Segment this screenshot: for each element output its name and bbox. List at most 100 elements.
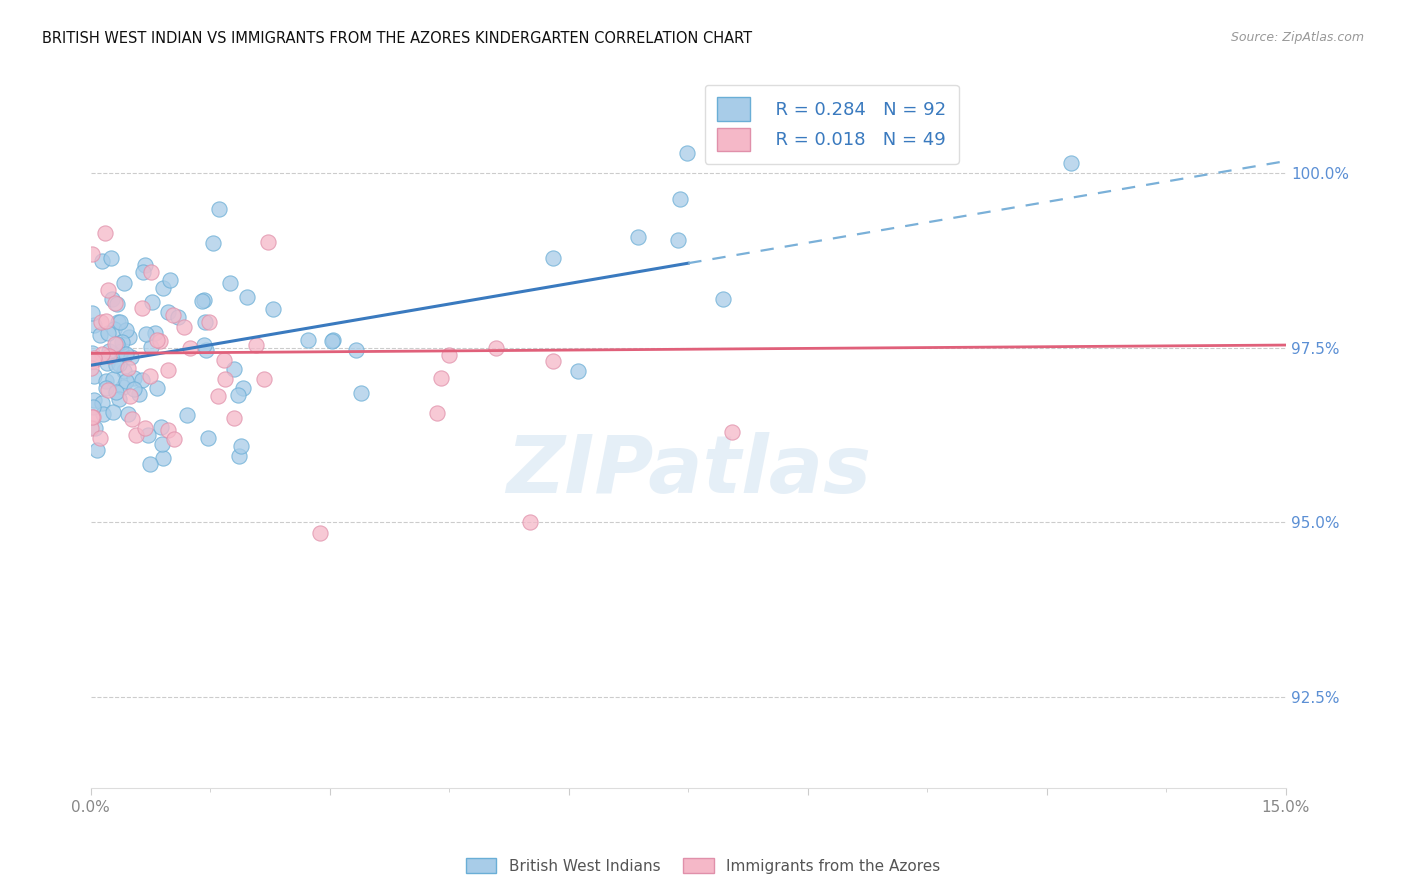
Point <box>93 226 115 240</box>
Point <box>139 265 162 279</box>
Point <box>105 296 128 310</box>
Point <box>194 315 217 329</box>
Point <box>344 343 367 358</box>
Point <box>101 371 124 385</box>
Point <box>104 337 127 351</box>
Point <box>128 386 150 401</box>
Point <box>82 306 104 320</box>
Point <box>162 308 184 322</box>
Point <box>193 293 215 307</box>
Point <box>197 431 219 445</box>
Point <box>198 315 221 329</box>
Point <box>115 323 138 337</box>
Point <box>322 333 344 347</box>
Point <box>156 423 179 437</box>
Point <box>150 437 173 451</box>
Point <box>117 329 139 343</box>
Text: ZIPatlas: ZIPatlas <box>506 433 870 510</box>
Point <box>111 335 134 350</box>
Point <box>86 442 108 457</box>
Point <box>105 337 128 351</box>
Point <box>426 406 449 420</box>
Point <box>103 296 125 310</box>
Point <box>117 407 139 421</box>
Point <box>214 372 236 386</box>
Point <box>80 247 103 261</box>
Point <box>166 310 188 324</box>
Point <box>105 384 128 399</box>
Point <box>117 360 139 375</box>
Point <box>173 319 195 334</box>
Point <box>132 264 155 278</box>
Point <box>212 353 235 368</box>
Point <box>120 350 142 364</box>
Point <box>163 432 186 446</box>
Point <box>80 361 103 376</box>
Point <box>297 333 319 347</box>
Point <box>108 315 131 329</box>
Point <box>157 363 180 377</box>
Point <box>194 343 217 358</box>
Point <box>108 392 131 406</box>
Point <box>97 344 120 359</box>
Point <box>519 516 541 530</box>
Point <box>89 431 111 445</box>
Point <box>207 389 229 403</box>
Point <box>124 371 146 385</box>
Point <box>131 301 153 315</box>
Point <box>232 381 254 395</box>
Point <box>429 371 451 385</box>
Point <box>567 364 589 378</box>
Point <box>98 349 121 363</box>
Text: BRITISH WEST INDIAN VS IMMIGRANTS FROM THE AZORES KINDERGARTEN CORRELATION CHART: BRITISH WEST INDIAN VS IMMIGRANTS FROM T… <box>42 31 752 46</box>
Point <box>152 451 174 466</box>
Point <box>159 273 181 287</box>
Point <box>105 359 128 373</box>
Point <box>1060 155 1083 169</box>
Point <box>136 428 159 442</box>
Point <box>666 234 689 248</box>
Point <box>157 305 180 319</box>
Point <box>94 314 117 328</box>
Point <box>97 283 120 297</box>
Point <box>115 374 138 388</box>
Point <box>350 385 373 400</box>
Point <box>83 351 105 365</box>
Point <box>91 346 114 360</box>
Point <box>668 192 690 206</box>
Point <box>218 277 240 291</box>
Point <box>94 381 117 395</box>
Point <box>82 345 104 359</box>
Point <box>226 388 249 402</box>
Point <box>245 338 267 352</box>
Point <box>149 334 172 349</box>
Point <box>83 369 105 384</box>
Point <box>231 439 253 453</box>
Point <box>207 202 229 217</box>
Point <box>256 235 278 250</box>
Point <box>101 405 124 419</box>
Point <box>146 381 169 395</box>
Point <box>108 357 131 371</box>
Point <box>222 411 245 425</box>
Point <box>90 254 112 268</box>
Point <box>143 326 166 340</box>
Point <box>89 327 111 342</box>
Point <box>84 421 107 435</box>
Point <box>94 374 117 388</box>
Point <box>676 146 699 161</box>
Point <box>83 318 105 332</box>
Point <box>82 410 104 425</box>
Point <box>103 322 125 336</box>
Point <box>541 353 564 368</box>
Point <box>131 373 153 387</box>
Point <box>321 334 343 348</box>
Point <box>134 421 156 435</box>
Point <box>120 389 142 403</box>
Point <box>115 347 138 361</box>
Point <box>228 449 250 463</box>
Legend:   R = 0.284   N = 92,   R = 0.018   N = 49: R = 0.284 N = 92, R = 0.018 N = 49 <box>704 85 959 163</box>
Point <box>121 412 143 426</box>
Point <box>80 421 103 435</box>
Point <box>309 525 332 540</box>
